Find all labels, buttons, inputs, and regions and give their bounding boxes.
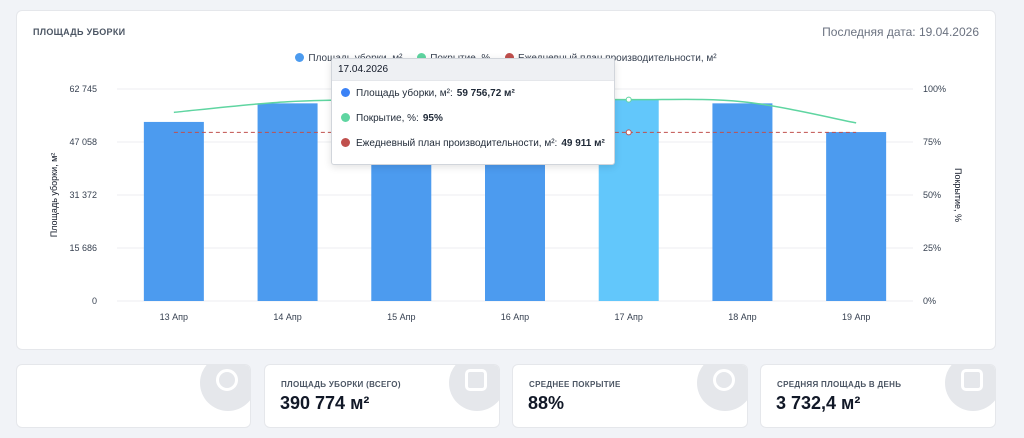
tooltip-label: Покрытие, %: — [356, 113, 419, 124]
y2-tick-label: 50% — [923, 190, 941, 200]
x-tick-label: 17 Апр — [615, 312, 643, 322]
kpi-value: 390 774 м² — [280, 393, 370, 413]
kpi-card-total-area: ПЛОЩАДЬ УБОРКИ (ВСЕГО) 390 774 м² — [264, 364, 500, 428]
legend-dot-icon — [295, 53, 305, 62]
tooltip-dot-icon — [341, 138, 350, 147]
x-tick-label: 15 Апр — [387, 312, 415, 322]
tooltip-value: 59 756,72 м² — [456, 88, 515, 99]
tooltip-label: Площадь уборки, м²: — [356, 88, 453, 99]
kpi-label: ПЛОЩАДЬ УБОРКИ (ВСЕГО) — [281, 380, 401, 389]
bar — [143, 121, 204, 302]
tooltip-label: Ежедневный план производительности, м²: — [356, 138, 558, 149]
legend-dot-icon — [505, 53, 515, 62]
y2-tick-label: 25% — [923, 243, 941, 253]
y2-tick-label: 75% — [923, 137, 941, 147]
legend-item-plan[interactable]: Ежедневный план производительности, м² — [505, 53, 717, 64]
x-tick-label: 18 Апр — [728, 312, 756, 322]
tooltip-row-area: Площадь уборки, м²: 59 756,72 м² — [332, 81, 614, 106]
y-axis-title: Площадь уборки, м² — [49, 153, 59, 238]
y2-tick-label: 100% — [923, 84, 946, 94]
y-tick-label: 47 058 — [69, 137, 97, 147]
x-tick-label: 16 Апр — [501, 312, 529, 322]
tooltip-value: 49 911 м² — [561, 138, 605, 149]
kpi-card-empty — [16, 364, 251, 428]
y2-axis-title: Покрытие, % — [953, 168, 963, 222]
bar — [257, 103, 318, 301]
y-tick-label: 0 — [92, 296, 97, 306]
kpi-label: СРЕДНЯЯ ПЛОЩАДЬ В ДЕНЬ — [777, 380, 902, 389]
chart-card: ПЛОЩАДЬ УБОРКИ Последняя дата: 19.04.202… — [16, 10, 996, 350]
tooltip-dot-icon — [341, 113, 350, 122]
broom-icon — [200, 365, 250, 411]
bar — [826, 132, 887, 301]
legend-label: Ежедневный план производительности, м² — [518, 53, 717, 64]
tooltip-date: 17.04.2026 — [332, 59, 614, 81]
kpi-value: 3 732,4 м² — [776, 393, 861, 413]
hover-point — [625, 129, 632, 136]
y-tick-label: 15 686 — [69, 243, 97, 253]
tooltip-row-coverage: Покрытие, %: 95% — [332, 106, 614, 131]
chart-plot: 0 15 686 31 372 47 058 62 745 0% 25% 50% 75% 100%… — [49, 84, 963, 322]
calendar-icon — [945, 365, 995, 411]
kpi-label: СРЕДНЕЕ ПОКРЫТИЕ — [529, 380, 621, 389]
bar — [712, 103, 773, 301]
y2-tick-label: 0% — [923, 296, 936, 306]
y-tick-label: 31 372 — [69, 190, 97, 200]
chart-title: ПЛОЩАДЬ УБОРКИ — [33, 27, 126, 37]
x-tick-label: 13 Апр — [160, 312, 188, 322]
kpi-value: 88% — [528, 393, 565, 413]
hover-point — [625, 96, 632, 103]
x-tick-label: 14 Апр — [273, 312, 301, 322]
chart-tooltip: 17.04.2026 Площадь уборки, м²: 59 756,72 … — [331, 58, 615, 165]
kpi-card-avg-daily-area: СРЕДНЯЯ ПЛОЩАДЬ В ДЕНЬ 3 732,4 м² — [760, 364, 996, 428]
x-tick-label: 19 Апр — [842, 312, 870, 322]
kpi-card-avg-coverage: СРЕДНЕЕ ПОКРЫТИЕ 88% — [512, 364, 748, 428]
tooltip-row-plan: Ежедневный план производительности, м²: 4… — [332, 131, 614, 156]
legend-dot-icon — [417, 53, 427, 62]
check-circle-icon — [697, 365, 747, 411]
last-date: Последняя дата: 19.04.2026 — [822, 25, 979, 39]
grid-icon — [449, 365, 499, 411]
y-tick-label: 62 745 — [69, 84, 97, 94]
tooltip-dot-icon — [341, 88, 350, 97]
tooltip-value: 95% — [422, 113, 443, 124]
